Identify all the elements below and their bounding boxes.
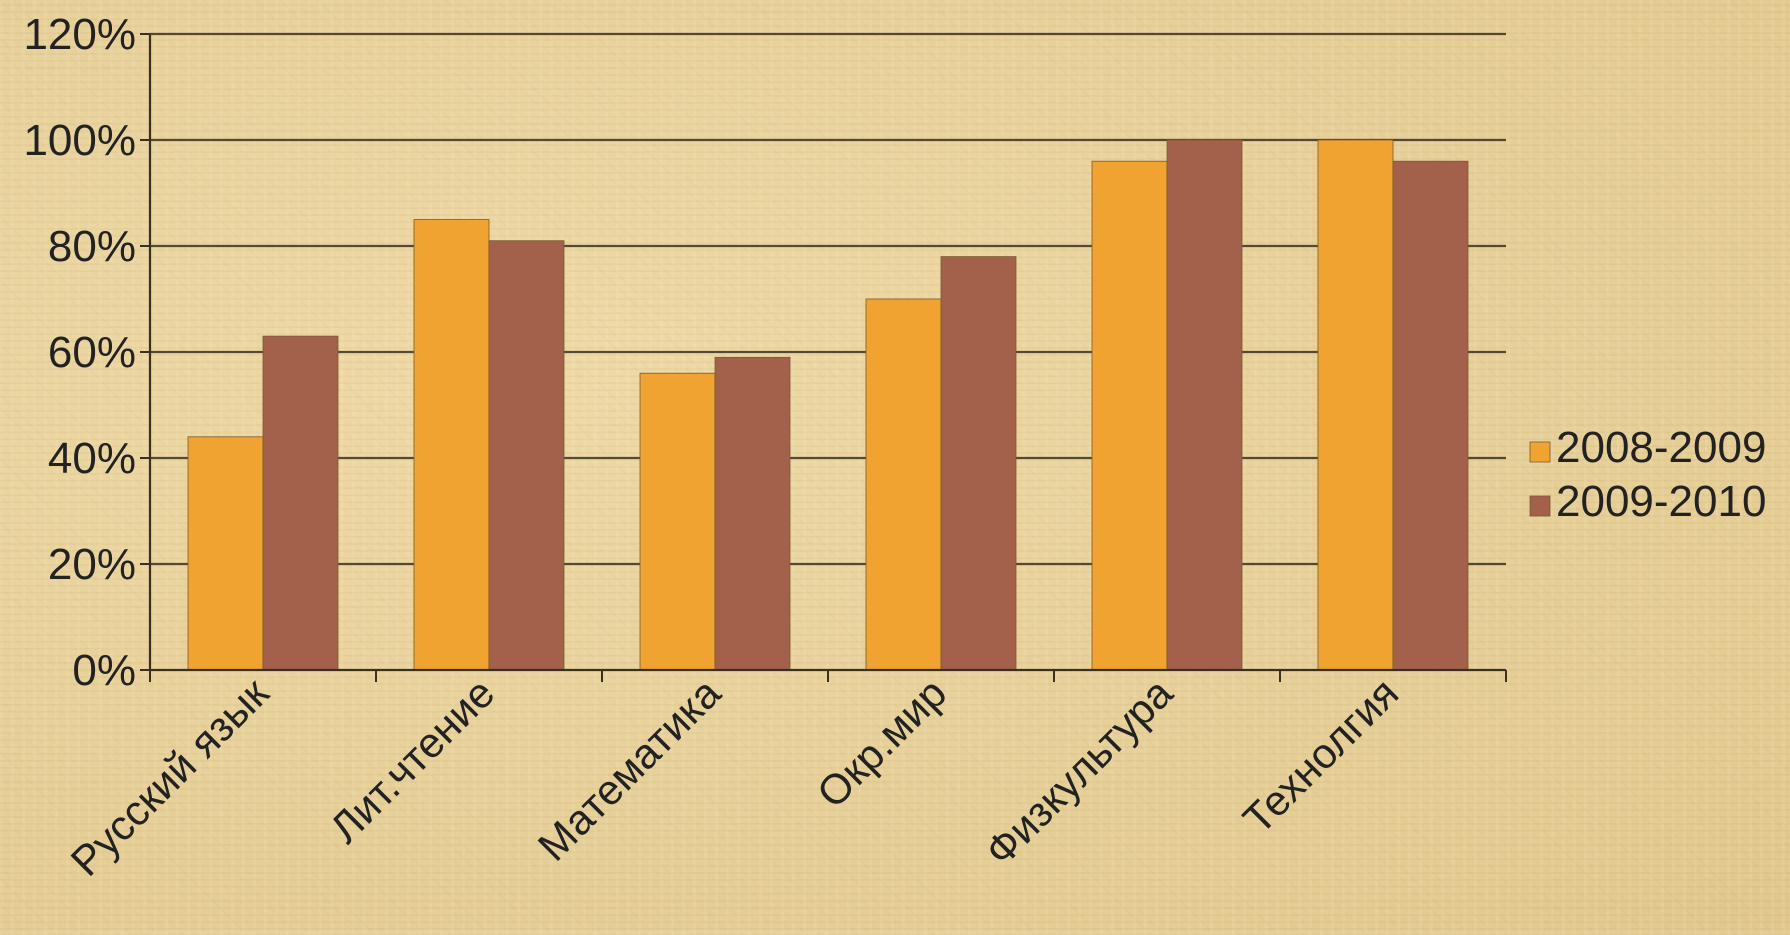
x-tick-label: Лит.чтение	[321, 669, 504, 852]
legend-swatch	[1529, 441, 1551, 463]
bar-2008-2009-Технолгия	[1317, 139, 1394, 671]
bar-2009-2010-Окр.мир	[940, 256, 1017, 671]
y-tick-label: 20%	[48, 540, 136, 589]
bar-2008-2009-Лит.чтение	[413, 219, 490, 671]
x-tick-label: Физкультура	[976, 669, 1182, 875]
x-tick-label: Окр.мир	[808, 669, 956, 817]
bar-2008-2009-Математика	[639, 372, 716, 671]
bar-2009-2010-Технолгия	[1392, 160, 1469, 671]
bar-2009-2010-Физкультура	[1166, 139, 1243, 671]
bar-2008-2009-Физкультура	[1091, 160, 1168, 671]
y-tick-label: 80%	[48, 222, 136, 271]
legend: 2008-2009 2009-2010	[1529, 423, 1766, 526]
bar-2008-2009-Окр.мир	[865, 298, 942, 671]
bar-2009-2010-Русский язык	[262, 335, 339, 671]
bars	[187, 139, 1469, 671]
x-axis-tick-labels: Русский язык Лит.чтение Математика Окр.мир Ф…	[62, 669, 1408, 885]
y-tick-label: 100%	[23, 116, 136, 165]
legend-swatch	[1529, 495, 1551, 517]
legend-label: 2009-2010	[1556, 477, 1766, 526]
gridlines	[150, 32, 1506, 566]
y-tick-label: 40%	[48, 434, 136, 483]
bar-2009-2010-Лит.чтение	[488, 240, 565, 671]
bar-2009-2010-Математика	[714, 356, 791, 671]
y-tick-label: 60%	[48, 328, 136, 377]
y-tick-label: 120%	[23, 10, 136, 59]
x-tick-label: Математика	[529, 669, 730, 870]
bar-2008-2009-Русский язык	[187, 436, 264, 671]
x-tick-label: Технолгия	[1234, 669, 1408, 843]
x-tick-label: Русский язык	[62, 669, 278, 885]
axes	[140, 33, 1507, 682]
legend-label: 2008-2009	[1556, 423, 1766, 472]
y-axis-tick-labels: 0% 20% 40% 60% 80% 100% 120%	[23, 10, 136, 695]
y-tick-label: 0%	[72, 646, 136, 695]
